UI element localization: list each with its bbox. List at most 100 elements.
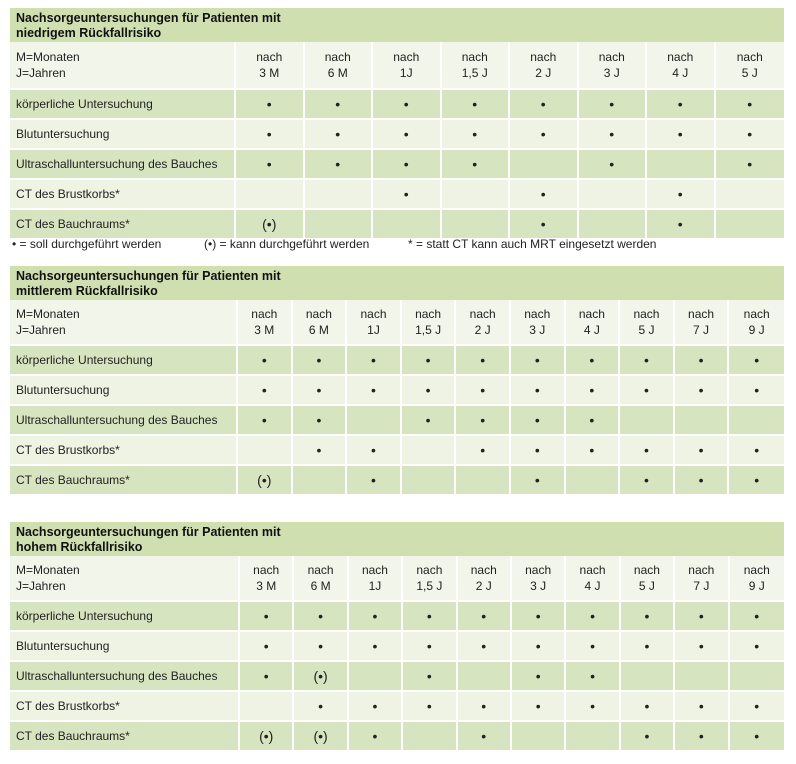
column-header-bottom: 2 J (475, 579, 492, 593)
schedule-cell: • (294, 692, 349, 722)
column-header: nach 1,5 J (441, 42, 510, 90)
table-row: Blutuntersuchung • • • • • • • • • • (10, 376, 784, 406)
schedule-cell (566, 722, 621, 752)
required-dot-mark: • (644, 381, 649, 398)
table-title-line1: Nachsorgeuntersuchungen für Patienten mi… (16, 269, 281, 283)
schedule-cell: • (565, 406, 621, 436)
schedule-cell: • (347, 466, 402, 496)
column-header-top: nach (578, 307, 605, 321)
optional-dot-mark: (•) (259, 727, 274, 744)
required-dot-mark: • (534, 441, 540, 458)
schedule-cell: • (510, 376, 566, 406)
column-header: nach 4 J (566, 556, 621, 602)
schedule-cell: • (240, 662, 295, 692)
column-header-bottom: 3 J (603, 66, 620, 80)
required-dot-mark: • (426, 667, 432, 684)
required-dot-mark: • (425, 351, 431, 368)
column-header: nach 5 J (620, 300, 675, 346)
schedule-cell: • (441, 90, 510, 120)
column-header-top: nach (305, 307, 332, 321)
column-header-top: nach (256, 50, 283, 64)
schedule-cell: • (292, 376, 348, 406)
table-block-high-risk: Nachsorgeuntersuchungen für Patienten mi… (10, 522, 784, 752)
table-row: Ultraschalluntersuchung des Bauches • • • • •… (10, 406, 784, 436)
schedule-cell: • (348, 602, 404, 632)
required-dot-mark: • (589, 351, 595, 368)
required-dot-mark: • (535, 697, 541, 714)
column-header-bottom: 5 J (638, 323, 655, 337)
schedule-cell (675, 662, 730, 692)
required-dot-mark: • (481, 607, 487, 624)
column-header-top: nach (633, 307, 660, 321)
required-dot-mark: • (747, 125, 753, 142)
schedule-cell (373, 210, 442, 240)
required-dot-mark: • (534, 381, 540, 398)
required-dot-mark: • (698, 637, 704, 654)
column-header-bottom: 7 J (693, 323, 710, 337)
required-dot-mark: • (754, 637, 760, 654)
table-row: körperliche Untersuchung • • • • • • • • • • (10, 602, 784, 632)
row-label: Blutuntersuchung (10, 120, 236, 150)
row-label: Blutuntersuchung (10, 376, 238, 406)
column-header-top: nach (461, 50, 488, 64)
column-header-bottom: 6 M (327, 66, 348, 80)
table-row: CT des Brustkorbs* • • • (10, 180, 784, 210)
schedule-cell (347, 406, 402, 436)
schedule-cell: • (347, 346, 402, 376)
table-row: CT des Brustkorbs* • • • • • • • • • (10, 692, 784, 722)
column-header: nach 9 J (729, 300, 784, 346)
schedule-cell: • (373, 120, 442, 150)
schedule-cell: (•) (294, 722, 349, 752)
schedule-cell: • (373, 90, 442, 120)
column-header-bottom: 1J (367, 323, 380, 337)
schedule-cell: • (729, 602, 784, 632)
required-dot-mark: • (371, 381, 376, 398)
schedule-cell: • (292, 346, 348, 376)
required-dot-mark: • (644, 727, 650, 744)
schedule-cell: • (403, 602, 458, 632)
schedule-cell: • (566, 692, 621, 722)
optional-dot-mark: (•) (313, 727, 328, 744)
schedule-cell (620, 406, 675, 436)
column-header-top: nach (251, 307, 278, 321)
required-dot-mark: • (747, 95, 753, 112)
column-header-top: nach (743, 563, 770, 577)
optional-dot-mark: (•) (313, 667, 328, 684)
schedule-cell: • (729, 692, 784, 722)
column-header: nach 1J (347, 300, 402, 346)
schedule-cell (457, 662, 512, 692)
required-dot-mark: • (335, 95, 341, 112)
schedule-cell: • (729, 436, 784, 466)
column-header-top: nach (736, 50, 763, 64)
required-dot-mark: • (371, 471, 376, 488)
schedule-cell (510, 150, 579, 180)
required-dot-mark: • (316, 441, 322, 458)
required-dot-mark: • (754, 607, 760, 624)
row-label: CT des Brustkorbs* (10, 180, 236, 210)
schedule-cell: • (729, 346, 784, 376)
schedule-cell: • (620, 346, 675, 376)
required-dot-mark: • (590, 697, 595, 714)
table-row: Ultraschalluntersuchung des Bauches • • • • •… (10, 150, 784, 180)
required-dot-mark: • (540, 125, 546, 142)
schedule-cell: • (511, 632, 567, 662)
legend: • = soll durchgeführt werden (•) = kann … (12, 237, 782, 255)
column-header-top: nach (469, 307, 496, 321)
schedule-cell: • (510, 120, 579, 150)
schedule-cell: • (457, 722, 512, 752)
schedule-cell (565, 466, 621, 496)
schedule-cell (578, 180, 647, 210)
schedule-cell: (•) (294, 662, 349, 692)
schedule-cell: • (565, 436, 621, 466)
table-row: CT des Brustkorbs* • • • • • • • • (10, 436, 784, 466)
column-header-bottom: 3 M (256, 579, 277, 593)
column-header: nach 3 M (240, 556, 295, 602)
required-dot-mark: • (589, 411, 595, 428)
schedule-cell (401, 436, 457, 466)
schedule-cell: • (715, 90, 784, 120)
required-dot-mark: • (535, 607, 541, 624)
schedule-cell: • (401, 346, 457, 376)
table-title-high-risk: Nachsorgeuntersuchungen für Patienten mi… (10, 522, 784, 556)
schedule-cell: • (292, 406, 348, 436)
